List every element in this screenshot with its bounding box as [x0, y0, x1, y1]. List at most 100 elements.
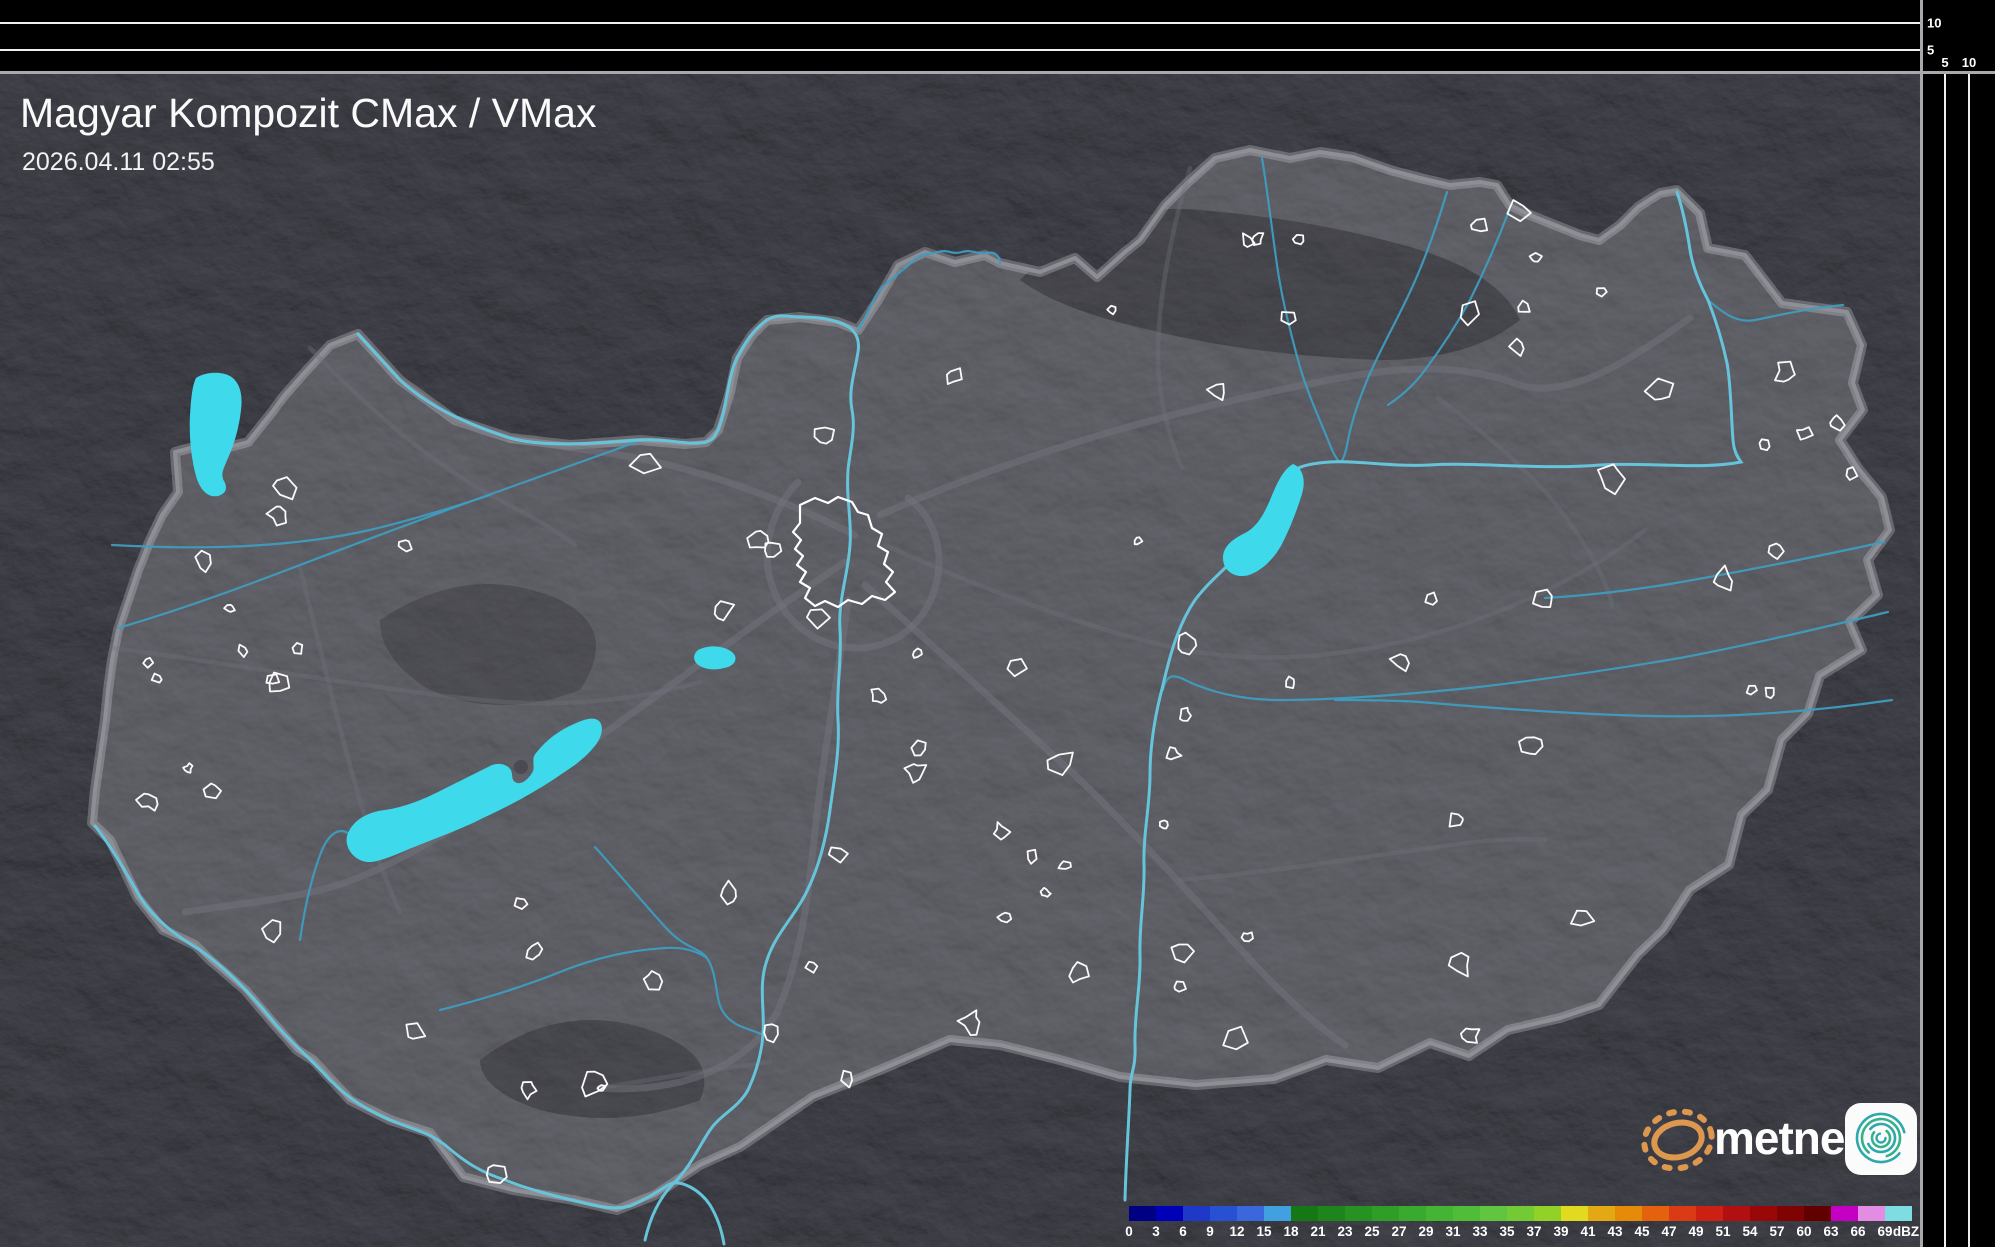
- settlement-outline: [642, 970, 664, 991]
- settlement-outline: [265, 505, 287, 527]
- dbz-color-cell: [1291, 1206, 1318, 1221]
- settlement-outline: [150, 672, 163, 684]
- settlement-outline: [1240, 931, 1254, 943]
- zala-river: [298, 829, 350, 942]
- roads-layer: [109, 165, 1694, 1093]
- koros-river: [1161, 610, 1890, 702]
- dbz-tick-label: 47: [1661, 1224, 1677, 1239]
- settlement-outline: [1291, 234, 1305, 246]
- dbz-tick-label: 29: [1418, 1224, 1434, 1239]
- settlement-outline: [1595, 287, 1608, 298]
- lake-tisza: [1223, 464, 1304, 577]
- settlement-outline: [405, 1022, 427, 1040]
- top-axis-label-5: 5: [1927, 42, 1935, 58]
- metnet-wordmark: metnet: [1714, 1112, 1860, 1164]
- road-57: [597, 1059, 773, 1091]
- settlement-outline: [261, 919, 282, 944]
- sun-icon: [1641, 1108, 1715, 1172]
- dbz-tick-label: 66: [1850, 1224, 1866, 1239]
- settlement-outline: [720, 879, 737, 906]
- road-m6: [596, 596, 852, 1093]
- settlement-outline: [806, 608, 831, 630]
- dbz-tick-label: 15: [1256, 1224, 1272, 1239]
- settlement-outline: [135, 792, 159, 812]
- sajo-river: [1339, 190, 1449, 464]
- settlement-outline: [1177, 631, 1198, 656]
- settlement-outline: [1597, 463, 1626, 496]
- dbz-color-cell: [1345, 1206, 1372, 1221]
- dbz-tick-label: 39: [1553, 1224, 1569, 1239]
- settlement-outline: [1106, 304, 1117, 316]
- settlement-outline: [763, 1023, 779, 1044]
- dbz-color-cell: [1129, 1206, 1156, 1221]
- drava-river: [93, 824, 726, 1246]
- settlement-outline: [1448, 812, 1464, 828]
- settlement-outline: [1447, 951, 1470, 978]
- dbz-tick-label: 57: [1769, 1224, 1785, 1239]
- metnet-logo: metnet: [1638, 1098, 1920, 1184]
- top-axis-label-10: 10: [1927, 15, 1942, 31]
- dbz-tick-label: 51: [1715, 1224, 1731, 1239]
- settlement-outline: [1508, 337, 1525, 357]
- zagyva-river: [1260, 156, 1342, 464]
- dbz-color-cell: [1210, 1206, 1237, 1221]
- settlement-outline: [840, 1069, 853, 1089]
- dbz-color-cell: [1723, 1206, 1750, 1221]
- settlement-outline: [1170, 943, 1195, 964]
- settlement-outline: [1046, 751, 1074, 776]
- dbz-tick-label: 54: [1742, 1224, 1758, 1239]
- dbz-tick-label: 12: [1229, 1224, 1245, 1239]
- dbz-color-cell: [1318, 1206, 1345, 1221]
- settlement-outline: [1532, 588, 1553, 608]
- tihany-peninsula: [514, 760, 528, 774]
- berettyo-river: [1543, 540, 1886, 600]
- top-profile-separator: [0, 71, 1995, 74]
- budapest-outline: [791, 495, 897, 609]
- dbz-color-cell: [1534, 1206, 1561, 1221]
- dbz-scale-labels: 0 3 6 9 12 15 18 21 23 25 27 29 31 33 35 37 39 41 43 45 47 49…: [1125, 1224, 1919, 1240]
- settlement-outline: [1173, 980, 1187, 993]
- dbz-tick-label: 69: [1877, 1224, 1893, 1239]
- koros-branch-river: [1333, 698, 1894, 718]
- road-21: [1155, 165, 1193, 471]
- dbz-tick-label: 43: [1607, 1224, 1623, 1239]
- hernad-river: [1386, 206, 1512, 407]
- dbz-tick-label: 31: [1445, 1224, 1461, 1239]
- dbz-color-cell: [1885, 1206, 1912, 1221]
- settlement-outline: [265, 673, 281, 685]
- settlement-outline: [903, 763, 928, 784]
- kapos-river: [438, 946, 709, 1012]
- metnet-app-icon: [1845, 1103, 1917, 1175]
- road-8: [109, 645, 703, 706]
- settlement-outline: [1280, 311, 1297, 326]
- dbz-tick-label: 3: [1152, 1224, 1160, 1239]
- dbz-tick-label: 18: [1283, 1224, 1299, 1239]
- settlement-outline: [182, 762, 194, 774]
- settlement-outline: [1285, 675, 1295, 689]
- settlement-outline: [1506, 199, 1532, 223]
- settlement-outline: [1767, 542, 1785, 560]
- settlement-outline: [223, 603, 236, 613]
- settlement-outline: [1764, 686, 1775, 700]
- right-profile-separator: [1920, 0, 1923, 1247]
- settlement-outline: [525, 941, 544, 961]
- settlement-outline: [956, 1009, 981, 1036]
- dbz-tick-label: 33: [1472, 1224, 1488, 1239]
- right-axis-label-10: 10: [1961, 55, 1977, 70]
- settlement-outline: [804, 960, 819, 974]
- road-44: [1177, 837, 1548, 883]
- settlement-outline: [1528, 252, 1543, 263]
- settlement-outline: [1459, 300, 1480, 327]
- dbz-color-cell: [1615, 1206, 1642, 1221]
- settlement-outline: [1251, 232, 1265, 246]
- dbz-color-cell: [1507, 1206, 1534, 1221]
- settlement-outline: [1057, 860, 1072, 870]
- tisza-river: [1123, 190, 1744, 1202]
- lake-ferto: [189, 372, 242, 497]
- settlement-outline: [1570, 909, 1596, 927]
- dbz-color-cell: [1750, 1206, 1777, 1221]
- lake-balaton: [346, 718, 602, 863]
- settlement-outline: [764, 541, 783, 558]
